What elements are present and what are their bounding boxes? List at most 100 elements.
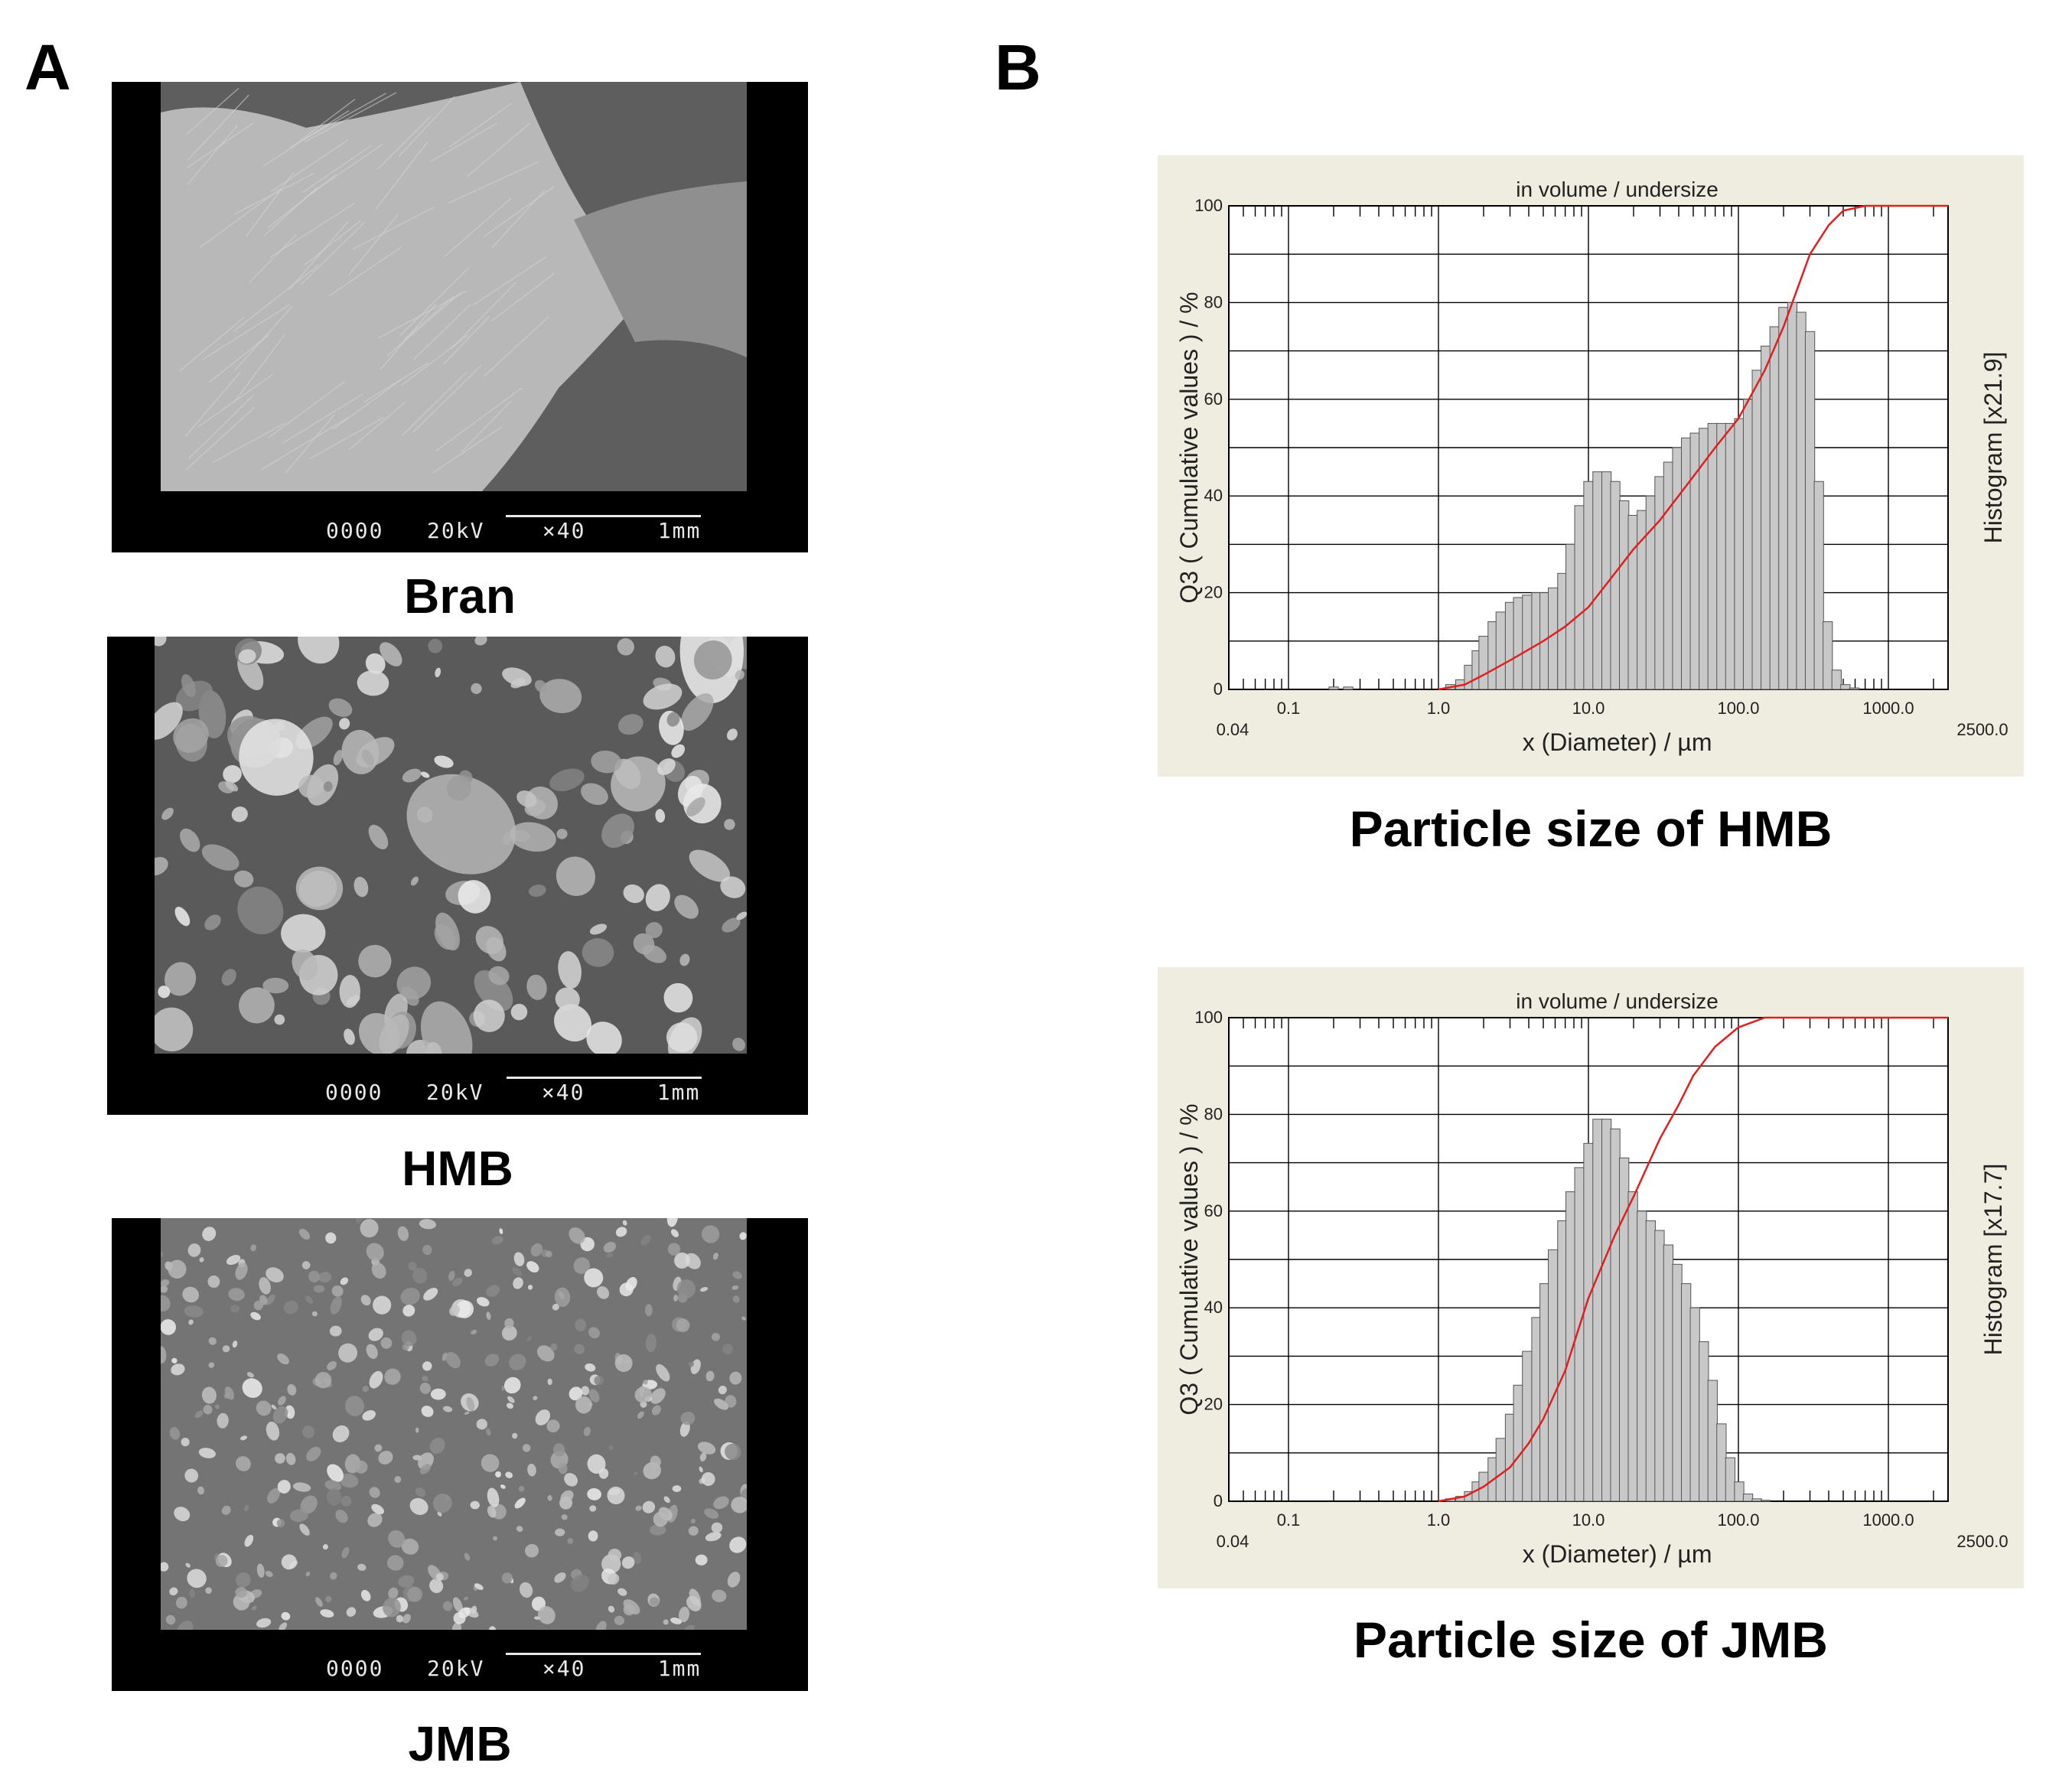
particle xyxy=(366,1243,384,1262)
particle xyxy=(244,1504,249,1511)
bran-striation xyxy=(413,304,471,360)
particle xyxy=(528,885,546,898)
particle xyxy=(330,1296,342,1315)
particle xyxy=(663,982,693,1013)
particle xyxy=(346,1607,357,1617)
particle xyxy=(644,1304,653,1317)
particle xyxy=(538,1606,555,1624)
particle xyxy=(634,1386,652,1403)
particle xyxy=(569,1386,583,1401)
particle xyxy=(357,1563,367,1571)
particle xyxy=(452,1277,463,1287)
particle xyxy=(201,844,239,871)
particle xyxy=(388,1587,399,1599)
particle xyxy=(198,1448,216,1458)
histogram-bar xyxy=(1778,307,1789,690)
y-tick-label: 80 xyxy=(1204,1104,1223,1123)
particle xyxy=(699,1466,703,1473)
particle xyxy=(182,1286,200,1303)
y-axis-label: Q3 ( Cumulative values ) / % xyxy=(1175,292,1203,603)
particle xyxy=(432,1493,452,1513)
particle xyxy=(215,1555,228,1567)
particle xyxy=(314,1372,332,1389)
particle xyxy=(705,1532,722,1542)
particle xyxy=(670,1229,679,1238)
bran-striation xyxy=(444,197,512,257)
particle xyxy=(155,1007,194,1052)
chart-jmb: 0 20 40 60 80 100 0.04 0.1 1.0 10.0 100.0 1000.0 250… xyxy=(1158,967,2024,1588)
particle xyxy=(607,1486,625,1505)
particle xyxy=(564,1473,578,1487)
bran-striation xyxy=(266,174,337,229)
histogram-bar xyxy=(1583,1142,1594,1502)
particle xyxy=(586,1021,622,1054)
particle xyxy=(360,1589,371,1601)
sem-scale: 1mm xyxy=(656,1080,701,1105)
particle xyxy=(256,1563,265,1578)
bran-striation xyxy=(400,334,468,386)
bran-striation xyxy=(301,93,386,142)
particle xyxy=(615,1227,627,1237)
particle xyxy=(246,1372,255,1378)
particle xyxy=(367,1513,383,1527)
particle xyxy=(458,880,491,914)
particle xyxy=(223,764,242,784)
particle xyxy=(398,1575,415,1588)
particle xyxy=(380,642,402,666)
particle xyxy=(640,1234,651,1246)
particle xyxy=(308,1270,321,1283)
particle xyxy=(693,640,732,679)
particle xyxy=(619,1282,634,1297)
histogram-bar xyxy=(1478,635,1489,690)
particle xyxy=(486,1428,491,1436)
particle xyxy=(274,1014,285,1025)
particle xyxy=(298,1228,311,1240)
histogram-bar xyxy=(1672,1263,1683,1502)
histogram-bar xyxy=(1601,1119,1612,1502)
particle xyxy=(686,1595,702,1611)
particle xyxy=(353,876,369,898)
particle xyxy=(704,1508,719,1519)
particle xyxy=(360,1295,371,1306)
particle xyxy=(435,667,441,678)
particle xyxy=(512,1432,518,1439)
histogram-bar xyxy=(1725,422,1736,690)
particle xyxy=(217,1412,229,1429)
particle xyxy=(686,797,705,816)
particle xyxy=(484,1354,500,1367)
particle xyxy=(327,1464,344,1482)
sem-kv: 20kV xyxy=(427,1656,485,1681)
particle xyxy=(466,1396,475,1412)
particle xyxy=(671,744,686,758)
particle xyxy=(184,1305,204,1318)
particle xyxy=(174,907,191,927)
particle xyxy=(333,750,344,766)
particle xyxy=(471,683,482,695)
particle xyxy=(489,1626,496,1630)
bran-striation xyxy=(435,387,523,452)
particle xyxy=(402,768,422,783)
particle xyxy=(584,1268,604,1288)
particle xyxy=(527,1285,533,1290)
histogram-bar xyxy=(1619,500,1630,690)
x-tick-label: 0.1 xyxy=(1277,699,1301,718)
particle xyxy=(155,637,167,647)
y-tick-label: 0 xyxy=(1214,679,1223,699)
histogram-bar xyxy=(1610,1128,1621,1502)
bran-striation xyxy=(245,172,294,237)
x-tick-label: 1000.0 xyxy=(1862,699,1914,718)
particle xyxy=(617,1588,627,1596)
bran-striation xyxy=(348,213,399,276)
particle xyxy=(325,1595,332,1603)
y-tick-label: 40 xyxy=(1204,1298,1223,1317)
particle xyxy=(617,638,634,656)
particle xyxy=(720,876,746,898)
particle xyxy=(713,1496,729,1510)
particle xyxy=(189,1589,195,1598)
particle xyxy=(420,1001,473,1054)
particle xyxy=(175,1596,187,1609)
particle xyxy=(527,1463,536,1477)
particle-size-chart-jmb: 0 20 40 60 80 100 0.04 0.1 1.0 10.0 100.0 1000.0 250… xyxy=(1175,989,2009,1568)
particle xyxy=(718,1386,727,1395)
particle xyxy=(725,1395,737,1408)
